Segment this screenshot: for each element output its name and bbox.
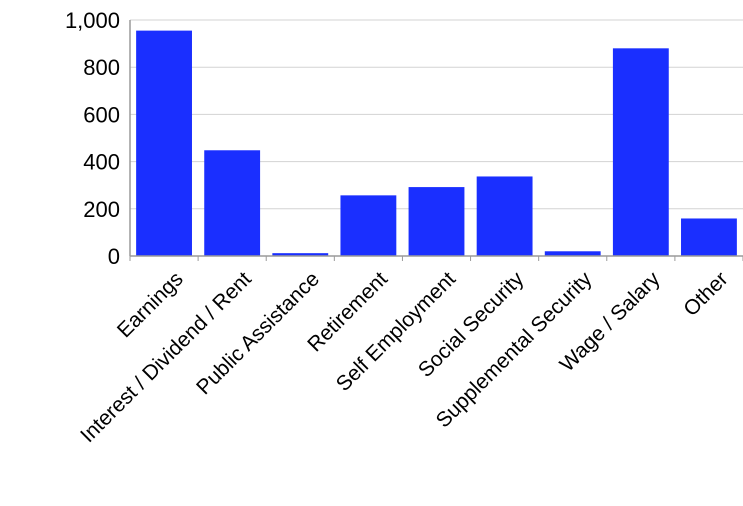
bar-interest-dividend-rent xyxy=(204,150,260,256)
y-axis-tick-labels: 0 200 400 600 800 1,000 xyxy=(65,8,120,269)
x-tick-label: Self Employment xyxy=(332,267,461,396)
x-tick-label: Public Assistance xyxy=(192,267,324,399)
y-tick-label: 600 xyxy=(83,102,120,127)
bars xyxy=(136,31,737,256)
x-tick-label: Other xyxy=(679,267,732,320)
y-tick-label: 1,000 xyxy=(65,8,120,33)
bar-other xyxy=(681,218,737,256)
bar-wage-salary xyxy=(613,48,669,256)
bar-self-employment xyxy=(409,187,465,256)
bar-social-security xyxy=(477,176,533,256)
bar-retirement xyxy=(340,195,396,256)
y-tick-label: 0 xyxy=(108,244,120,269)
y-tick-label: 200 xyxy=(83,197,120,222)
y-tick-label: 400 xyxy=(83,150,120,175)
y-tick-label: 800 xyxy=(83,55,120,80)
bar-earnings xyxy=(136,31,192,256)
